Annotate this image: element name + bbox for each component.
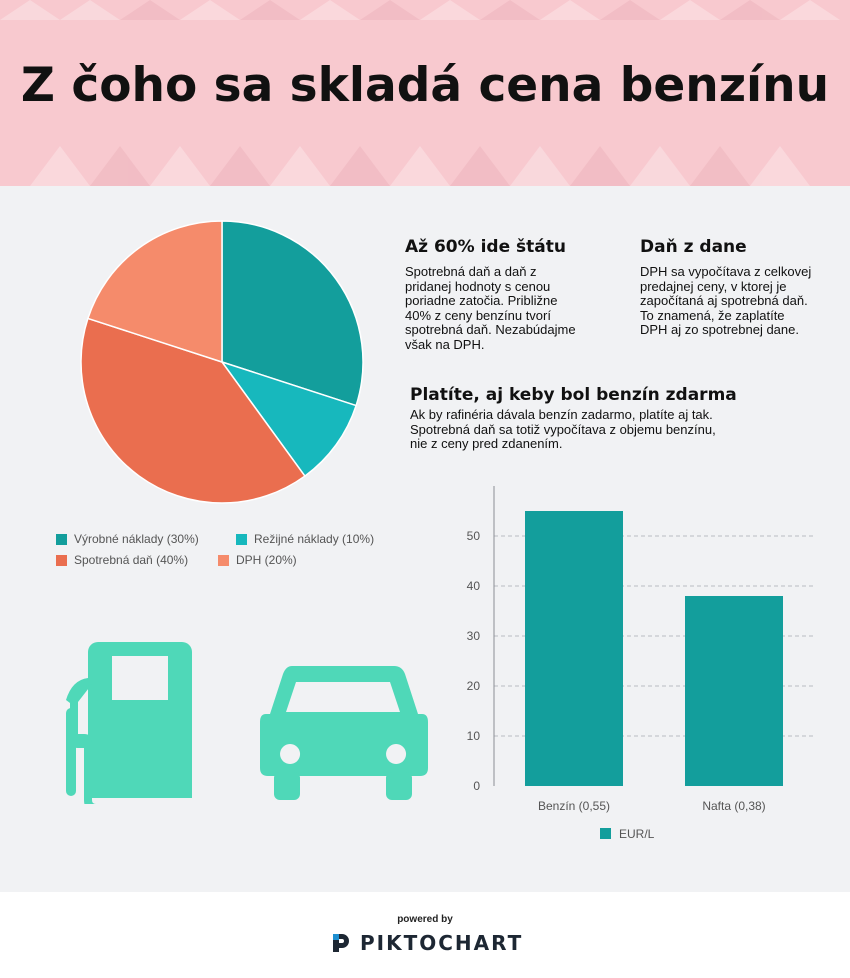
x-tick-label: Nafta (0,38) [702,799,765,813]
header-banner: Z čoho sa skladá cena benzínu [0,0,850,186]
legend-label: DPH (20%) [236,553,297,567]
legend-swatch [236,533,247,545]
brand-name: PIKTOCHART [360,931,524,955]
triangle-pattern [0,0,840,186]
pie-slice-0 [221,220,364,407]
footer [0,892,850,978]
bar-1 [685,596,783,786]
state-share-heading: Až 60% ide štátu [405,237,566,257]
bar-chart: 0 10 20 30 40 50 Benzín (0,55) Nafta (0,38) EUR/… [467,486,814,841]
pie-chart [80,220,364,504]
text-line: Spotrebná daň a daň z [405,264,537,279]
pie-slice-3 [86,220,223,364]
bar-legend: EUR/L [600,827,655,841]
bar-0 [525,511,623,786]
powered-by-text: powered by [397,914,453,925]
text-line: Spotrebná daň sa totiž vypočítava z obje… [410,421,716,437]
piktochart-logo-icon [333,934,349,952]
legend-item-vyrobne: Výrobné náklady (30%) [56,532,199,546]
legend-item-rezijne: Režijné náklady (10%) [236,532,374,546]
text-line: 40% z ceny benzínu tvorí [405,307,551,323]
free-fuel-heading: Platíte, aj keby bol benzín zdarma [410,385,737,405]
legend-label: Režijné náklady (10%) [254,532,375,546]
pie-legend: Výrobné náklady (30%) Režijné náklady (1… [56,532,416,582]
pie-slice-2 [80,317,306,504]
y-tick-label: 30 [467,629,481,643]
y-tick-label: 0 [473,779,480,793]
text-line: poriadne zatočia. Približne [405,293,558,308]
tax-on-tax-heading: Daň z dane [640,237,747,257]
legend-swatch [56,533,67,545]
text-line: Ak by rafinéria dávala benzín zadarmo, p… [410,407,713,422]
legend-label: Výrobné náklady (30%) [74,532,199,546]
text-line: nie z ceny pred zdanením. [410,436,563,451]
tax-on-tax-block: Daň z dane DPH sa vypočítava z celkovej … [640,237,840,338]
x-tick-label: Benzín (0,55) [538,799,610,813]
y-tick-label: 20 [467,679,481,693]
text-line: pridanej hodnoty s cenou [405,278,551,294]
y-tick-label: 40 [467,579,481,593]
text-line: však na DPH. [405,336,485,352]
legend-item-spotrebna: Spotrebná daň (40%) [56,553,188,567]
legend-label: EUR/L [619,827,655,841]
car-icon [260,666,428,800]
legend-item-dph: DPH (20%) [218,553,297,567]
free-fuel-block: Platíte, aj keby bol benzín zdarma Ak by… [410,385,830,452]
page-title: Z čoho sa skladá cena benzínu [20,58,830,113]
legend-swatch [218,554,229,566]
brand-logo: PIKTOCHART [330,930,530,956]
text-line: predajnej ceny, v ktorej je [640,278,787,294]
legend-swatch [600,828,611,839]
text-line: DPH sa vypočítava z celkovej [640,264,812,279]
pie-slice-1 [220,360,358,478]
text-line: To znamená, že zaplatíte [640,307,785,323]
y-tick-label: 50 [467,529,481,543]
text-line: DPH aj zo spotrebnej dane. [640,322,799,337]
fuel-pump-icon [66,642,192,804]
text-line: spotrebná daň. Nezabúdajme [405,322,576,337]
state-share-block: Až 60% ide štátu Spotrebná daň a daň z p… [405,237,615,352]
y-tick-label: 10 [467,729,481,743]
legend-label: Spotrebná daň (40%) [74,553,189,567]
text-line: započítaná aj spotrebná daň. [640,293,808,308]
legend-swatch [56,554,67,566]
